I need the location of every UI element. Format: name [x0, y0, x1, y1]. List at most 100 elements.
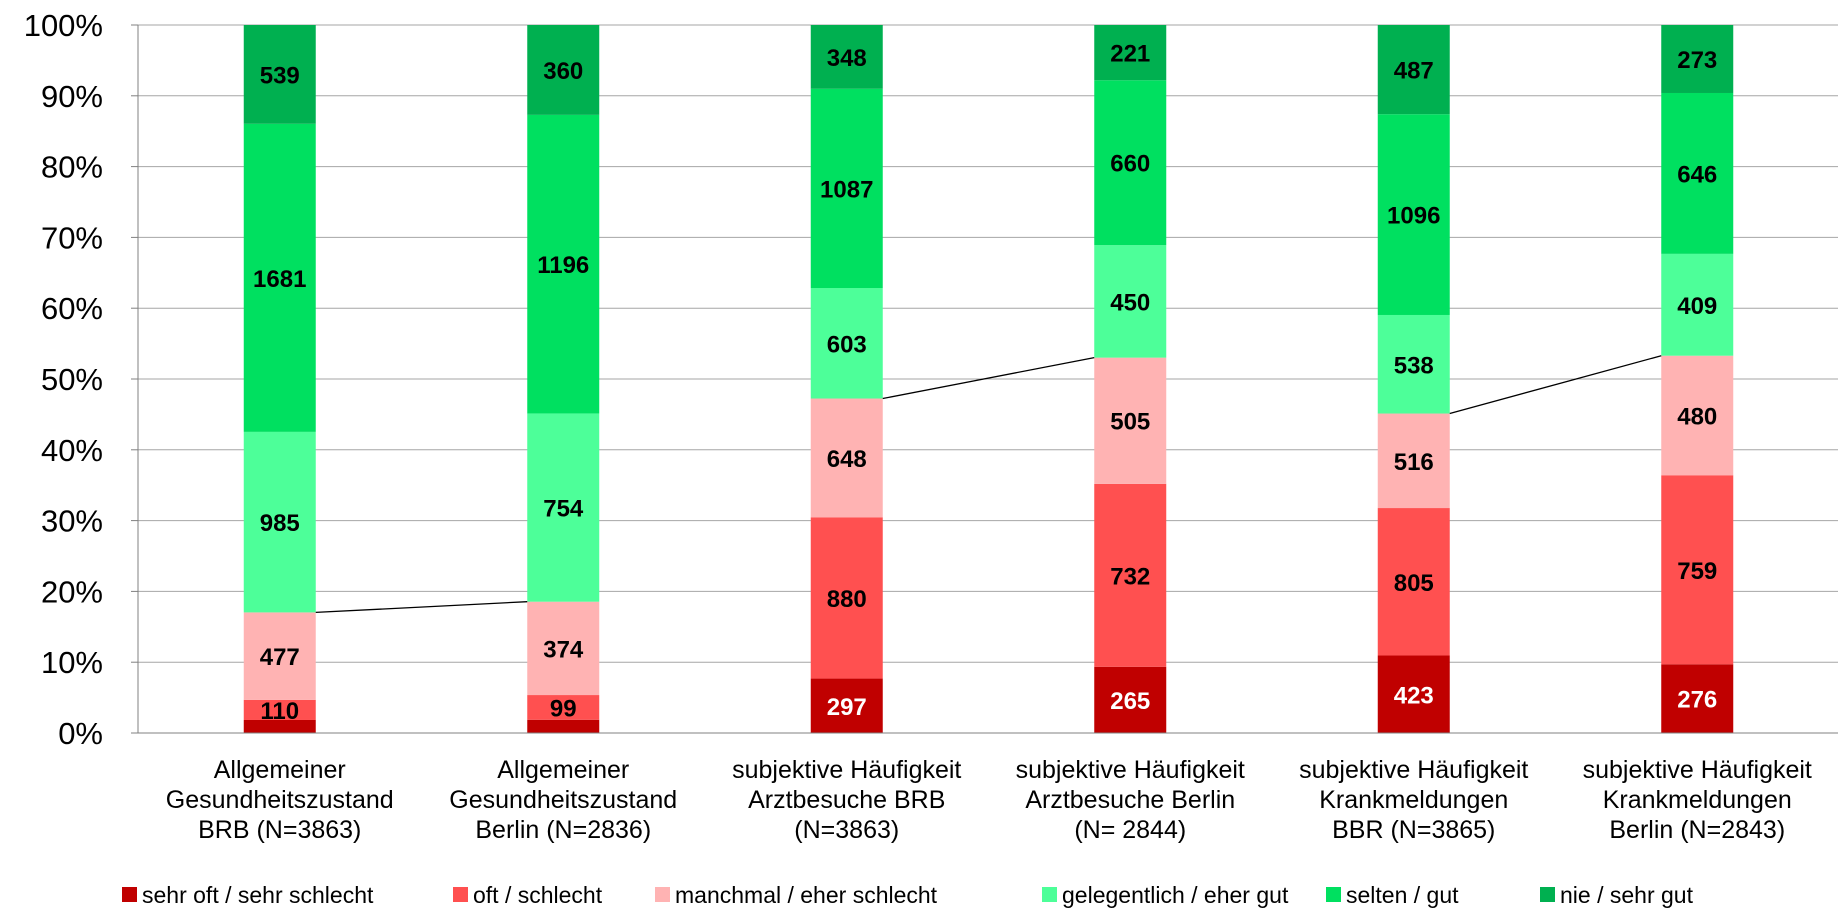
data-label: 99	[550, 695, 577, 722]
data-label: 409	[1677, 293, 1717, 320]
data-label: 732	[1110, 563, 1150, 590]
data-label: 1196	[537, 252, 589, 279]
bar-segment	[1377, 655, 1450, 733]
y-tick-label: 20%	[41, 574, 103, 609]
data-label: 516	[1394, 449, 1434, 476]
x-tick-label: Berlin (N=2836)	[475, 816, 651, 844]
y-tick-label: 30%	[41, 504, 103, 539]
data-label: 1096	[1387, 203, 1440, 230]
data-label: 360	[543, 58, 583, 85]
bar-segment	[1377, 314, 1450, 414]
x-tick-label: Krankmeldungen	[1319, 786, 1508, 814]
bar-segment	[1661, 92, 1734, 254]
data-label: 348	[827, 45, 867, 72]
data-label: 660	[1110, 151, 1150, 178]
data-label: 538	[1394, 352, 1434, 379]
data-label: 110	[260, 698, 299, 725]
bar-segment	[243, 612, 316, 700]
bar-segment	[1661, 253, 1734, 356]
legend: sehr oft / sehr schlecht oft / schlecht ma…	[122, 882, 1694, 908]
data-label: 221	[1110, 41, 1150, 68]
legend-swatch	[1042, 887, 1057, 902]
y-tick-label: 100%	[24, 8, 103, 43]
x-tick-label: Krankmeldungen	[1603, 786, 1792, 814]
data-label: 276	[1677, 687, 1717, 714]
x-tick-label: Gesundheitszustand	[166, 786, 394, 814]
x-tick-label: subjektive Häufigkeit	[1016, 756, 1245, 784]
x-tick-label: Gesundheitszustand	[449, 786, 677, 814]
data-label: 450	[1110, 289, 1150, 316]
legend-label: nie / sehr gut	[1560, 882, 1694, 908]
y-axis: 0% 10% 20% 30% 40% 50% 60% 70% 80% 90% 100%	[24, 8, 139, 751]
bar-segment	[1094, 357, 1167, 484]
x-tick-label: Arztbesuche BRB	[748, 786, 945, 814]
legend-swatch	[122, 887, 137, 902]
x-tick-label: (N=3863)	[794, 816, 899, 844]
bar-segment	[527, 601, 600, 696]
bar-segment	[243, 699, 316, 720]
bar-segment	[810, 398, 883, 518]
data-label: 754	[543, 496, 584, 523]
connector-line	[315, 601, 528, 614]
y-tick-label: 80%	[41, 150, 103, 185]
bar-segment	[1094, 666, 1167, 733]
bars: 110 477 985 1681 539 99 374 754 1196 360 297 880 648…	[243, 25, 1734, 733]
x-tick-label: Arztbesuche Berlin	[1025, 786, 1235, 814]
bar-segment	[243, 25, 316, 124]
legend-label: gelegentlich / eher gut	[1062, 882, 1289, 908]
x-tick-label: Berlin (N=2843)	[1609, 816, 1785, 844]
bar-segment	[1377, 114, 1450, 315]
x-tick-label: subjektive Häufigkeit	[732, 756, 961, 784]
legend-label: oft / schlecht	[473, 882, 603, 908]
grid-lines	[138, 24, 1838, 734]
data-label: 880	[827, 586, 867, 613]
bar-segment	[1661, 664, 1734, 733]
data-label: 487	[1394, 58, 1434, 85]
x-tick-label: (N= 2844)	[1074, 816, 1186, 844]
data-label: 273	[1677, 47, 1717, 74]
y-tick-label: 50%	[41, 362, 103, 397]
data-label: 477	[260, 644, 300, 671]
legend-label: selten / gut	[1346, 882, 1459, 908]
connector-lines	[315, 355, 1662, 614]
data-label: 297	[827, 694, 867, 721]
data-label: 265	[1110, 688, 1150, 715]
bar-segment	[527, 695, 600, 720]
legend-swatch	[1326, 887, 1341, 902]
data-label: 539	[260, 62, 300, 89]
data-label: 805	[1394, 570, 1434, 597]
y-tick-label: 70%	[41, 220, 103, 255]
x-tick-label: BRB (N=3863)	[198, 816, 361, 844]
y-tick-label: 10%	[41, 645, 103, 680]
data-label: 759	[1677, 558, 1717, 585]
bar-segment	[1094, 80, 1167, 246]
y-tick-label: 90%	[41, 79, 103, 114]
data-label: 505	[1110, 409, 1150, 436]
x-tick-label: BBR (N=3865)	[1332, 816, 1495, 844]
data-label: 1087	[820, 176, 873, 203]
bar-segment	[1094, 245, 1167, 358]
y-tick-label: 60%	[41, 291, 103, 326]
bar-segment	[1661, 475, 1734, 665]
bar-segment	[810, 288, 883, 399]
data-label: 1681	[253, 266, 306, 293]
bar-segment	[1661, 355, 1734, 476]
bar-segment	[527, 413, 600, 602]
bar-segment	[527, 719, 600, 733]
bar-segment	[810, 517, 883, 679]
data-label: 985	[260, 510, 300, 537]
bar-segment	[1377, 25, 1450, 115]
bar-segment	[243, 123, 316, 432]
x-tick-label: Allgemeiner	[497, 756, 629, 784]
bar-segment	[243, 719, 316, 733]
bar-segment	[810, 88, 883, 289]
x-tick-label: subjektive Häufigkeit	[1299, 756, 1528, 784]
x-tick-label: subjektive Häufigkeit	[1583, 756, 1812, 784]
connector-line	[882, 356, 1095, 400]
bar-segment	[1094, 483, 1167, 667]
data-label: 374	[543, 636, 584, 663]
bar-segment	[1094, 25, 1167, 81]
y-tick-label: 40%	[41, 433, 103, 468]
